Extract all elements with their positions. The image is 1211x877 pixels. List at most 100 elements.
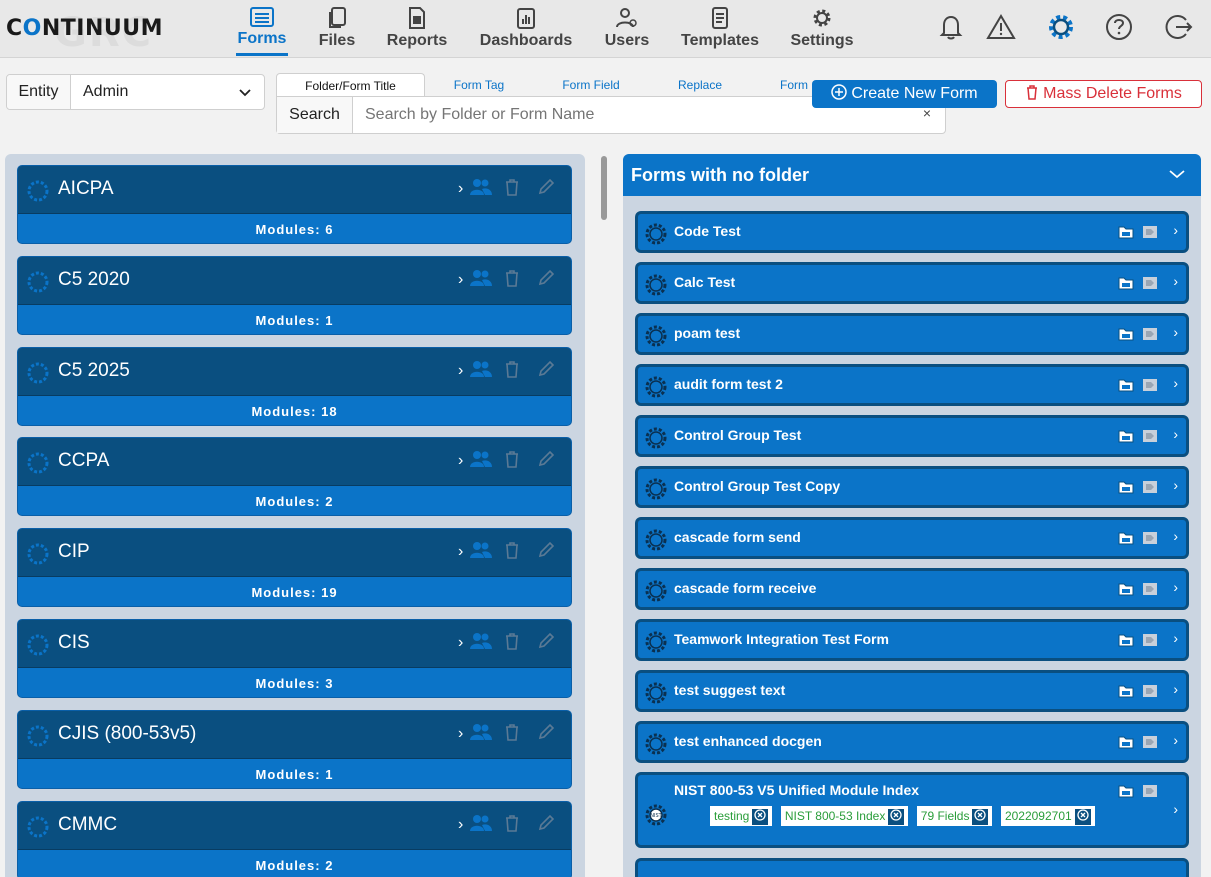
alerts-warning-icon[interactable] — [986, 12, 1016, 42]
form-chevron-icon[interactable]: › — [1173, 630, 1178, 646]
move-to-folder-icon[interactable] — [1118, 684, 1134, 698]
tag-icon[interactable] — [1142, 276, 1158, 290]
continuum-logo[interactable]: GRC CONTINUUM — [6, 10, 162, 56]
nav-settings[interactable]: Settings — [788, 4, 856, 56]
folder-delete-icon[interactable] — [504, 632, 520, 650]
move-to-folder-icon[interactable] — [1118, 784, 1134, 798]
remove-tag-icon[interactable] — [1074, 809, 1091, 825]
create-new-form-button[interactable]: Create New Form — [812, 80, 997, 108]
form-partial[interactable] — [635, 858, 1189, 877]
folder-header[interactable]: CMMC › — [18, 801, 571, 850]
form-row[interactable]: audit form test 2 › — [635, 364, 1189, 406]
nav-files[interactable]: Files — [316, 4, 358, 56]
tab-form[interactable]: Form — [780, 78, 808, 92]
folder-card[interactable]: CJIS (800-53v5) › Modules: 1 — [17, 709, 572, 789]
folder-expand-chevron-icon[interactable]: › — [458, 180, 464, 197]
tag-icon[interactable] — [1142, 531, 1158, 545]
nav-templates[interactable]: Templates — [678, 4, 762, 56]
folders-scrollbar[interactable] — [598, 154, 608, 877]
folder-delete-icon[interactable] — [504, 450, 520, 469]
entity-select[interactable]: Entity Admin — [6, 74, 265, 110]
folder-delete-icon[interactable] — [504, 269, 520, 287]
folder-edit-icon[interactable] — [537, 178, 555, 196]
logout-icon[interactable] — [1164, 12, 1194, 42]
tag-icon[interactable] — [1142, 684, 1158, 698]
folder-delete-icon[interactable] — [504, 178, 520, 196]
remove-tag-icon[interactable] — [972, 809, 989, 825]
move-to-folder-icon[interactable] — [1118, 225, 1134, 239]
nav-forms[interactable]: Forms — [236, 4, 288, 56]
folder-delete-icon[interactable] — [504, 360, 520, 378]
folder-header[interactable]: C5 2025 › — [18, 347, 571, 396]
move-to-folder-icon[interactable] — [1118, 429, 1134, 443]
form-row[interactable]: Control Group Test Copy › — [635, 466, 1189, 508]
form-chevron-icon[interactable]: › — [1173, 579, 1178, 595]
folder-users-icon[interactable] — [470, 178, 492, 196]
folder-users-icon[interactable] — [470, 632, 492, 650]
move-to-folder-icon[interactable] — [1118, 582, 1134, 596]
folder-edit-icon[interactable] — [537, 360, 555, 378]
remove-tag-icon[interactable] — [888, 809, 905, 825]
folder-card[interactable]: AICPA › Modules: 6 — [17, 165, 572, 244]
nav-reports[interactable]: Reports — [386, 4, 448, 56]
folder-users-icon[interactable] — [470, 814, 492, 832]
folder-card[interactable]: CIP › Modules: 19 — [17, 528, 572, 608]
form-nist-unified-index[interactable]: NIST NIST 800-53 V5 Unified Module Index… — [635, 772, 1189, 848]
folder-delete-icon[interactable] — [504, 723, 520, 741]
folder-users-icon[interactable] — [470, 450, 492, 468]
folder-header[interactable]: AICPA › — [18, 166, 571, 214]
tab-form-field[interactable]: Form Field — [562, 78, 620, 92]
folder-card[interactable]: C5 2020 › Modules: 1 — [17, 255, 572, 335]
move-to-folder-icon[interactable] — [1118, 531, 1134, 545]
form-row[interactable]: poam test › — [635, 313, 1189, 355]
tag-icon[interactable] — [1142, 633, 1158, 647]
folder-header[interactable]: CCPA › — [18, 438, 571, 487]
folder-delete-icon[interactable] — [504, 814, 520, 832]
folder-expand-chevron-icon[interactable]: › — [458, 270, 464, 288]
collapse-chevron-icon[interactable] — [1169, 168, 1185, 180]
move-to-folder-icon[interactable] — [1118, 735, 1134, 749]
folder-expand-chevron-icon[interactable]: › — [458, 452, 464, 470]
tag-icon[interactable] — [1142, 429, 1158, 443]
form-row[interactable]: Control Group Test › — [635, 415, 1189, 457]
clear-search-icon[interactable]: × — [922, 105, 931, 121]
nav-users[interactable]: Users — [602, 4, 652, 56]
tag-icon[interactable] — [1142, 784, 1158, 798]
form-row[interactable]: Calc Test › — [635, 262, 1189, 304]
folder-card[interactable]: CMMC › Modules: 2 — [17, 800, 572, 877]
folder-edit-icon[interactable] — [537, 814, 555, 832]
move-to-folder-icon[interactable] — [1118, 276, 1134, 290]
move-to-folder-icon[interactable] — [1118, 327, 1134, 341]
folder-edit-icon[interactable] — [537, 450, 555, 468]
form-chevron-icon[interactable]: › — [1173, 324, 1178, 340]
folder-header[interactable]: C5 2020 › — [18, 256, 571, 305]
form-row[interactable]: Code Test › — [635, 211, 1189, 253]
form-chevron-icon[interactable]: › — [1173, 681, 1178, 697]
form-row[interactable]: test enhanced docgen › — [635, 721, 1189, 763]
folder-card[interactable]: CIS › Modules: 3 — [17, 619, 572, 698]
form-row[interactable]: Teamwork Integration Test Form › — [635, 619, 1189, 661]
folder-card[interactable]: CCPA › Modules: 2 — [17, 437, 572, 517]
folder-header[interactable]: CJIS (800-53v5) › — [18, 710, 571, 759]
folder-expand-chevron-icon[interactable]: › — [458, 543, 464, 561]
folder-users-icon[interactable] — [470, 360, 492, 378]
form-chevron-icon[interactable]: › — [1173, 426, 1178, 442]
admin-gear-icon[interactable] — [1046, 12, 1076, 42]
folders-scrollbar-thumb[interactable] — [601, 156, 607, 220]
form-chevron-icon[interactable]: › — [1173, 528, 1178, 544]
folder-edit-icon[interactable] — [537, 541, 555, 559]
mass-delete-forms-button[interactable]: Mass Delete Forms — [1005, 80, 1202, 108]
remove-tag-icon[interactable] — [752, 809, 769, 825]
folder-users-icon[interactable] — [470, 269, 492, 287]
move-to-folder-icon[interactable] — [1118, 480, 1134, 494]
tab-folder-form-title[interactable]: Folder/Form Title — [276, 73, 425, 97]
tag-icon[interactable] — [1142, 378, 1158, 392]
folder-users-icon[interactable] — [470, 723, 492, 741]
folder-expand-chevron-icon[interactable]: › — [458, 815, 464, 833]
folder-expand-chevron-icon[interactable]: › — [458, 634, 464, 651]
tag-icon[interactable] — [1142, 225, 1158, 239]
form-chevron-icon[interactable]: › — [1173, 477, 1178, 493]
form-chevron-icon[interactable]: › — [1173, 273, 1178, 289]
form-row[interactable]: cascade form send › — [635, 517, 1189, 559]
folder-edit-icon[interactable] — [537, 632, 555, 650]
